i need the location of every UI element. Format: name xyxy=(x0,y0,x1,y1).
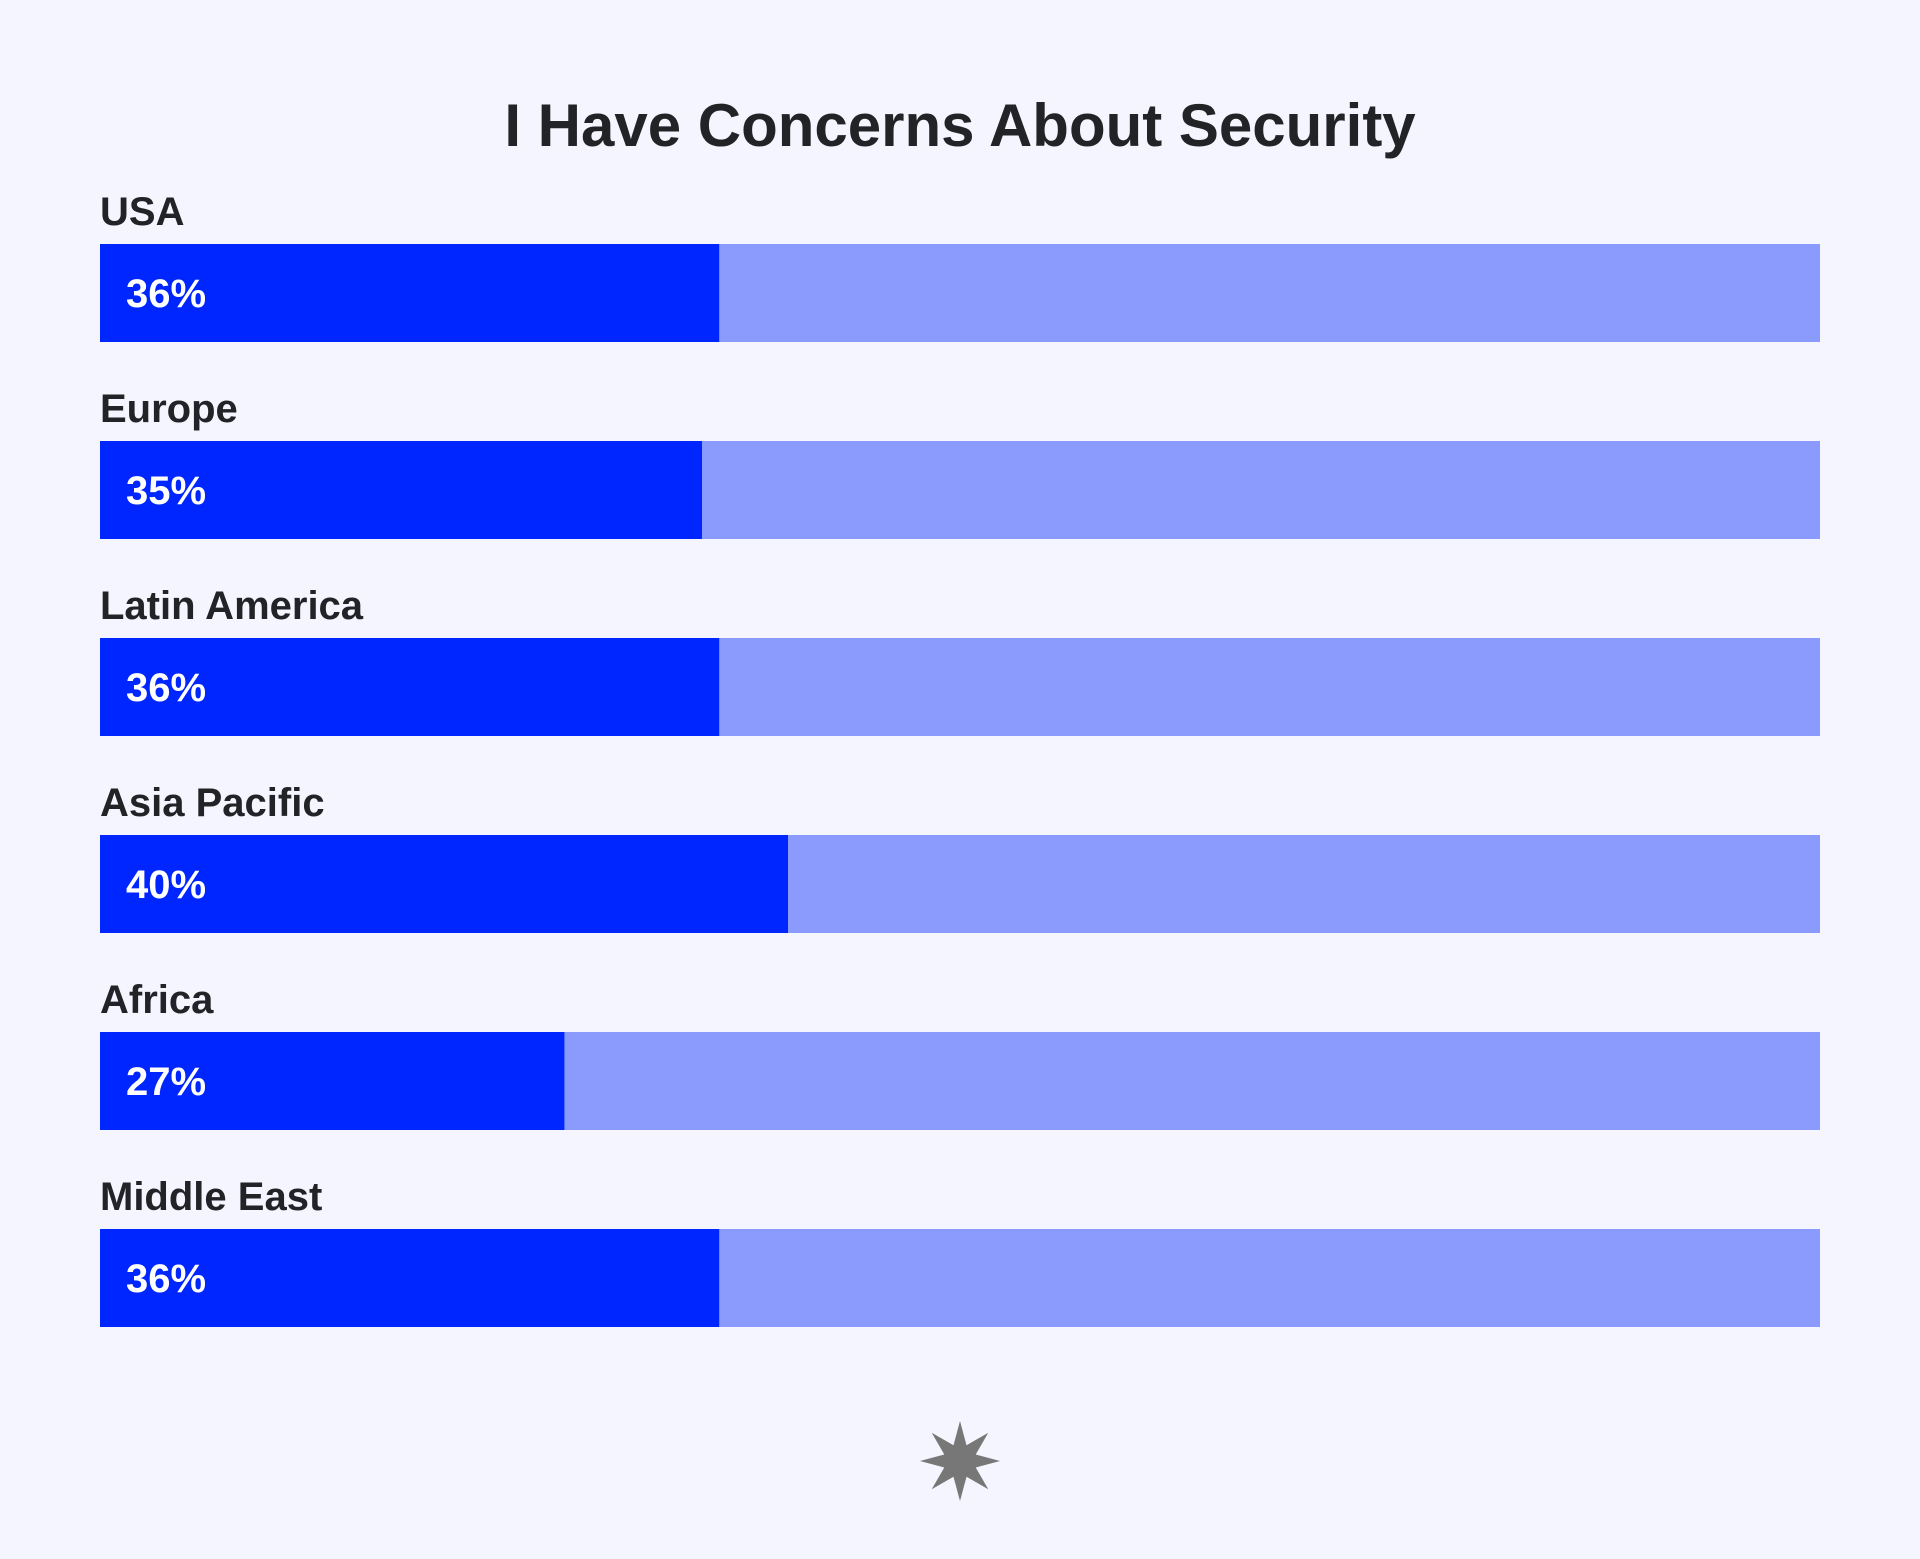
bar-row: Europe 35% xyxy=(100,387,1820,539)
value-label: 36% xyxy=(126,666,206,710)
value-label: 36% xyxy=(126,272,206,316)
value-label: 40% xyxy=(126,863,206,907)
bar-row: Africa 27% xyxy=(100,978,1820,1130)
category-label: USA xyxy=(100,190,184,234)
bar-row: Asia Pacific 40% xyxy=(100,781,1820,933)
bar xyxy=(100,441,702,539)
value-label: 35% xyxy=(126,469,206,513)
category-label: Europe xyxy=(100,387,238,431)
bar-row: Latin America 36% xyxy=(100,584,1820,736)
category-label: Asia Pacific xyxy=(100,781,325,825)
bar-row: USA 36% xyxy=(100,190,1820,342)
bar xyxy=(100,835,788,933)
bar xyxy=(100,1032,565,1130)
bar-chart: USA 36% Europe 35% Latin America 36% Asia Paci… xyxy=(100,190,1820,1327)
bar xyxy=(100,244,720,342)
value-label: 36% xyxy=(126,1257,206,1301)
bar-row: Middle East 36% xyxy=(100,1175,1820,1327)
category-label: Africa xyxy=(100,978,214,1022)
starburst-logo-icon xyxy=(920,1421,1000,1501)
value-label: 27% xyxy=(126,1060,206,1104)
category-label: Middle East xyxy=(100,1175,322,1219)
bar xyxy=(100,638,720,736)
chart-title: I Have Concerns About Security xyxy=(504,92,1416,159)
bar xyxy=(100,1229,720,1327)
category-label: Latin America xyxy=(100,584,364,628)
